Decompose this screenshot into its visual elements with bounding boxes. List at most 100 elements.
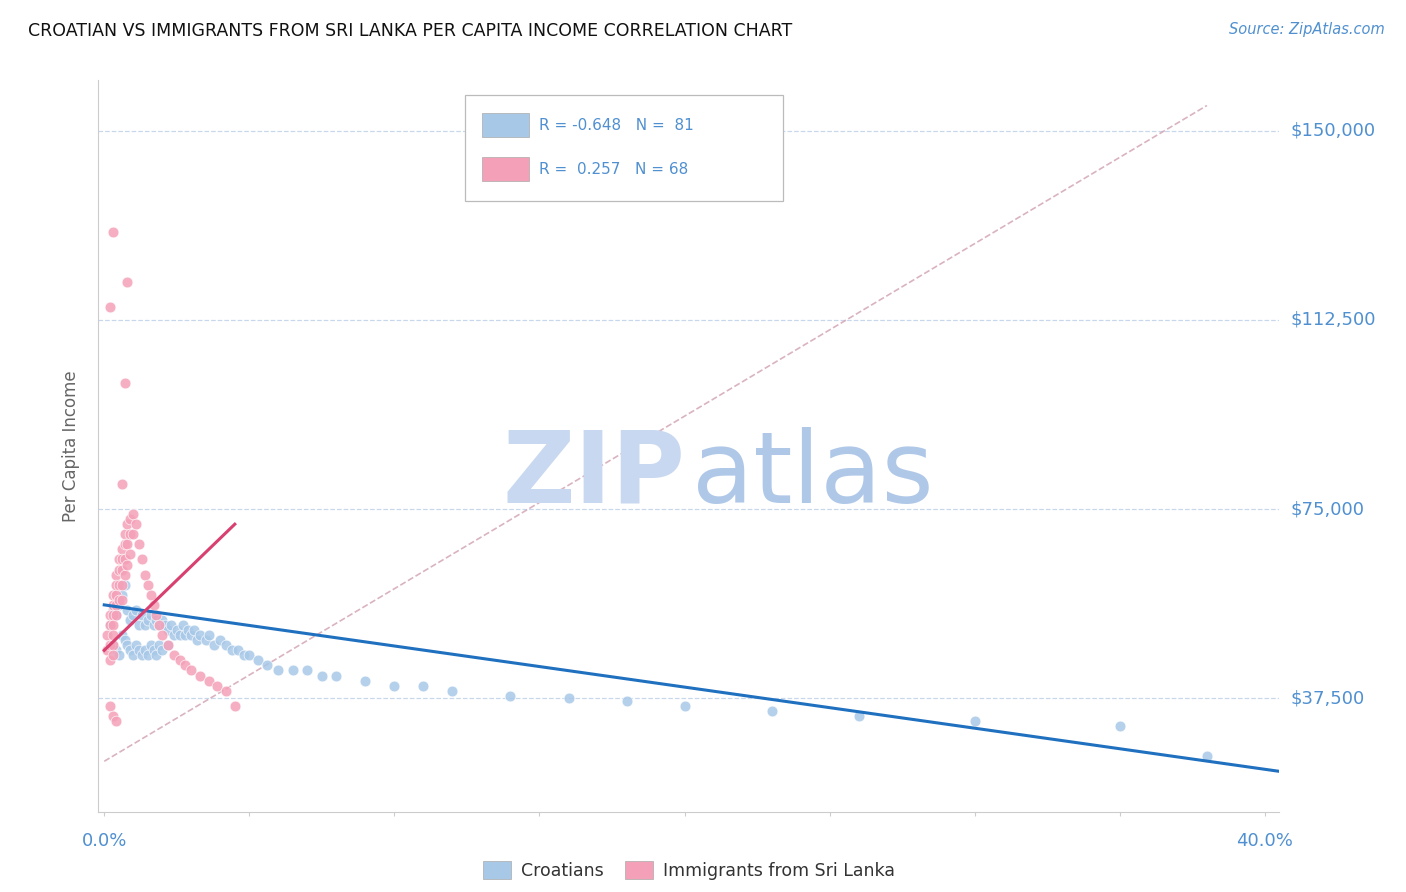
Point bbox=[117, 638, 139, 652]
Point bbox=[226, 643, 249, 657]
Point bbox=[188, 628, 211, 642]
Point bbox=[120, 527, 142, 541]
Point bbox=[111, 476, 134, 491]
Point bbox=[111, 592, 134, 607]
Point bbox=[104, 643, 127, 657]
Point bbox=[215, 683, 238, 698]
Point bbox=[412, 679, 434, 693]
Point bbox=[139, 588, 162, 602]
Point bbox=[104, 578, 127, 592]
Text: ZIP: ZIP bbox=[502, 426, 685, 524]
Point bbox=[163, 648, 186, 663]
Point bbox=[101, 638, 124, 652]
Point bbox=[104, 607, 127, 622]
Point bbox=[98, 300, 121, 314]
Point bbox=[104, 714, 127, 728]
Point bbox=[238, 648, 260, 663]
Text: $112,500: $112,500 bbox=[1291, 311, 1376, 329]
Point bbox=[148, 618, 170, 632]
Point bbox=[145, 648, 167, 663]
Point bbox=[963, 714, 986, 728]
Y-axis label: Per Capita Income: Per Capita Income bbox=[62, 370, 80, 522]
Point bbox=[128, 643, 150, 657]
Point bbox=[148, 638, 170, 652]
Legend: Croatians, Immigrants from Sri Lanka: Croatians, Immigrants from Sri Lanka bbox=[477, 855, 901, 888]
Point bbox=[215, 638, 238, 652]
Point bbox=[177, 623, 200, 637]
Point bbox=[101, 709, 124, 723]
Text: $150,000: $150,000 bbox=[1291, 121, 1375, 140]
Point bbox=[174, 658, 197, 673]
Text: Source: ZipAtlas.com: Source: ZipAtlas.com bbox=[1229, 22, 1385, 37]
Point bbox=[499, 689, 522, 703]
Point bbox=[117, 558, 139, 572]
Text: $75,000: $75,000 bbox=[1291, 500, 1365, 518]
Point bbox=[104, 598, 127, 612]
Point bbox=[134, 567, 156, 582]
Point bbox=[139, 638, 162, 652]
FancyBboxPatch shape bbox=[482, 157, 530, 181]
Point bbox=[166, 623, 188, 637]
Point bbox=[157, 638, 180, 652]
Point bbox=[107, 598, 129, 612]
Text: R = -0.648   N =  81: R = -0.648 N = 81 bbox=[538, 118, 693, 133]
Point bbox=[117, 517, 139, 532]
Point bbox=[122, 527, 145, 541]
Point bbox=[183, 623, 205, 637]
Point bbox=[111, 542, 134, 557]
Point bbox=[256, 658, 278, 673]
Point bbox=[174, 628, 197, 642]
Point bbox=[98, 618, 121, 632]
Point bbox=[197, 628, 219, 642]
Point bbox=[150, 628, 173, 642]
Point bbox=[131, 648, 153, 663]
Text: 40.0%: 40.0% bbox=[1236, 832, 1294, 850]
Point bbox=[101, 638, 124, 652]
Point bbox=[325, 668, 347, 682]
Point bbox=[111, 552, 134, 566]
Point bbox=[209, 633, 232, 648]
Point bbox=[848, 709, 870, 723]
Point bbox=[163, 628, 186, 642]
Point bbox=[1195, 749, 1218, 764]
Point bbox=[148, 618, 170, 632]
Text: 0.0%: 0.0% bbox=[82, 832, 127, 850]
Point bbox=[145, 607, 167, 622]
Point bbox=[114, 578, 136, 592]
Point bbox=[114, 376, 136, 390]
Point bbox=[101, 598, 124, 612]
Point bbox=[107, 648, 129, 663]
Point bbox=[131, 607, 153, 622]
Point bbox=[117, 275, 139, 289]
Point bbox=[180, 664, 202, 678]
Point bbox=[104, 567, 127, 582]
Point bbox=[267, 664, 290, 678]
FancyBboxPatch shape bbox=[464, 95, 783, 201]
Point bbox=[186, 633, 208, 648]
Point bbox=[111, 563, 134, 577]
Point bbox=[128, 618, 150, 632]
Point bbox=[180, 628, 202, 642]
Text: atlas: atlas bbox=[693, 426, 934, 524]
Point bbox=[160, 618, 183, 632]
Point bbox=[107, 592, 129, 607]
Point bbox=[197, 673, 219, 688]
Point bbox=[101, 603, 124, 617]
Point bbox=[142, 598, 165, 612]
Point bbox=[120, 548, 142, 562]
Point bbox=[111, 578, 134, 592]
Point bbox=[1108, 719, 1130, 733]
Point bbox=[101, 648, 124, 663]
Point bbox=[247, 653, 270, 667]
Point bbox=[104, 588, 127, 602]
Point bbox=[114, 633, 136, 648]
Point bbox=[150, 613, 173, 627]
Point bbox=[157, 623, 180, 637]
Point bbox=[384, 679, 406, 693]
Point bbox=[134, 643, 156, 657]
Point bbox=[441, 683, 464, 698]
Point bbox=[111, 628, 134, 642]
Point bbox=[98, 607, 121, 622]
Point bbox=[98, 698, 121, 713]
Point bbox=[157, 638, 180, 652]
